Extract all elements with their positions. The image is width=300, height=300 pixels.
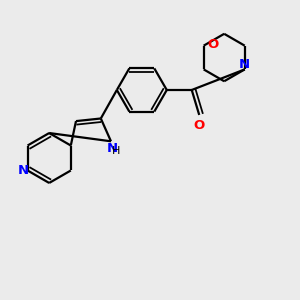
- Text: N: N: [106, 142, 118, 155]
- Text: H: H: [112, 146, 120, 156]
- Text: O: O: [194, 119, 205, 132]
- Text: N: N: [239, 58, 250, 71]
- Text: N: N: [18, 164, 29, 177]
- Text: O: O: [208, 38, 219, 51]
